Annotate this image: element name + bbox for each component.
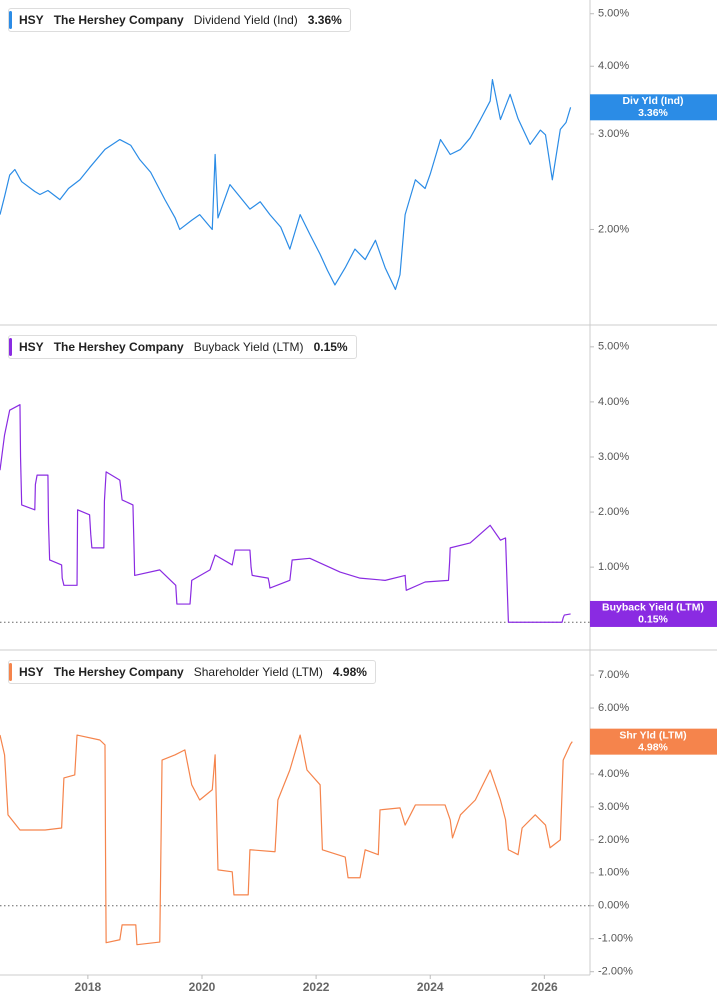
x-tick-label: 2024 xyxy=(417,980,444,994)
legend-stripe xyxy=(9,663,12,681)
y-tick-label: 4.00% xyxy=(598,768,629,780)
legend-series: Buyback Yield (LTM) xyxy=(193,340,304,354)
value-badge xyxy=(590,728,717,755)
y-tick-label: 3.00% xyxy=(598,128,629,140)
legend-ticker: HSY xyxy=(19,665,44,679)
y-tick-label: 2.00% xyxy=(598,223,629,235)
y-tick-label: 6.00% xyxy=(598,702,629,714)
y-tick-label: 2.00% xyxy=(598,506,629,518)
legend-company: The Hershey Company xyxy=(53,665,184,679)
y-tick-label: 5.00% xyxy=(598,8,629,20)
series-line xyxy=(0,78,572,291)
badge-label: Shr Yld (LTM) xyxy=(619,729,686,741)
badge-label: Div Yld (Ind) xyxy=(622,95,683,107)
y-tick-label: -2.00% xyxy=(598,966,633,978)
series-line xyxy=(0,404,571,623)
value-badge xyxy=(590,600,717,627)
y-tick-label: -1.00% xyxy=(598,933,633,945)
badge-label: Buyback Yield (LTM) xyxy=(602,602,704,614)
y-tick-label: 3.00% xyxy=(598,801,629,813)
legend-value: 4.98% xyxy=(332,665,367,679)
y-tick-label: 1.00% xyxy=(598,867,629,879)
series-line xyxy=(0,734,573,946)
y-tick-label: 4.00% xyxy=(598,60,629,72)
legend-company: The Hershey Company xyxy=(53,340,184,354)
y-tick-label: 0.00% xyxy=(598,900,629,912)
x-tick-label: 2026 xyxy=(531,980,558,994)
x-tick-label: 2020 xyxy=(189,980,216,994)
y-tick-label: 1.00% xyxy=(598,561,629,573)
badge-value: 0.15% xyxy=(638,614,668,626)
y-tick-label: 3.00% xyxy=(598,451,629,463)
legend-ticker: HSY xyxy=(19,340,44,354)
value-badge xyxy=(590,94,717,121)
x-tick-label: 2018 xyxy=(75,980,102,994)
legend: HSY The Hershey Company Buyback Yield (LTM… xyxy=(8,335,357,359)
legend-stripe xyxy=(9,11,12,29)
y-tick-label: 5.00% xyxy=(598,341,629,353)
legend-value: 0.15% xyxy=(313,340,348,354)
legend-ticker: HSY xyxy=(19,13,44,27)
badge-value: 3.36% xyxy=(638,107,668,119)
badge-value: 4.98% xyxy=(638,741,668,753)
legend-value: 3.36% xyxy=(307,13,342,27)
legend: HSY The Hershey Company Shareholder Yield … xyxy=(8,660,376,684)
x-tick-label: 2022 xyxy=(303,980,330,994)
y-tick-label: 7.00% xyxy=(598,669,629,681)
y-tick-label: 4.00% xyxy=(598,396,629,408)
legend-company: The Hershey Company xyxy=(53,13,184,27)
legend-series: Shareholder Yield (LTM) xyxy=(193,665,323,679)
legend: HSY The Hershey Company Dividend Yield (In… xyxy=(8,8,351,32)
legend-stripe xyxy=(9,338,12,356)
y-tick-label: 2.00% xyxy=(598,834,629,846)
legend-series: Dividend Yield (Ind) xyxy=(193,13,298,27)
